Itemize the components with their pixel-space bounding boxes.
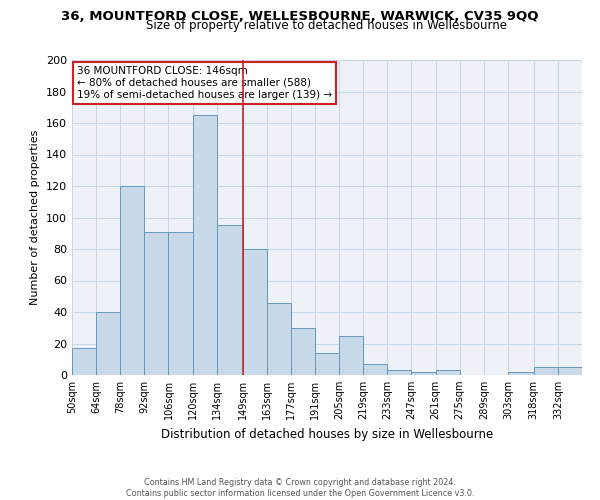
Bar <box>193 115 217 375</box>
X-axis label: Distribution of detached houses by size in Wellesbourne: Distribution of detached houses by size … <box>161 428 493 440</box>
Bar <box>266 302 291 375</box>
Bar <box>120 186 145 375</box>
Bar <box>363 364 388 375</box>
Bar <box>315 353 339 375</box>
Bar <box>72 348 96 375</box>
Y-axis label: Number of detached properties: Number of detached properties <box>31 130 40 305</box>
Bar <box>145 232 169 375</box>
Text: 36 MOUNTFORD CLOSE: 146sqm
← 80% of detached houses are smaller (588)
19% of sem: 36 MOUNTFORD CLOSE: 146sqm ← 80% of deta… <box>77 66 332 100</box>
Title: Size of property relative to detached houses in Wellesbourne: Size of property relative to detached ho… <box>146 20 508 32</box>
Bar <box>558 367 582 375</box>
Bar <box>339 336 363 375</box>
Bar <box>242 249 266 375</box>
Bar <box>508 372 534 375</box>
Bar <box>217 226 242 375</box>
Bar <box>388 370 412 375</box>
Text: 36, MOUNTFORD CLOSE, WELLESBOURNE, WARWICK, CV35 9QQ: 36, MOUNTFORD CLOSE, WELLESBOURNE, WARWI… <box>61 10 539 23</box>
Bar <box>412 372 436 375</box>
Bar <box>436 370 460 375</box>
Bar <box>534 367 558 375</box>
Bar <box>96 312 120 375</box>
Bar <box>291 328 315 375</box>
Bar <box>169 232 193 375</box>
Text: Contains HM Land Registry data © Crown copyright and database right 2024.
Contai: Contains HM Land Registry data © Crown c… <box>126 478 474 498</box>
